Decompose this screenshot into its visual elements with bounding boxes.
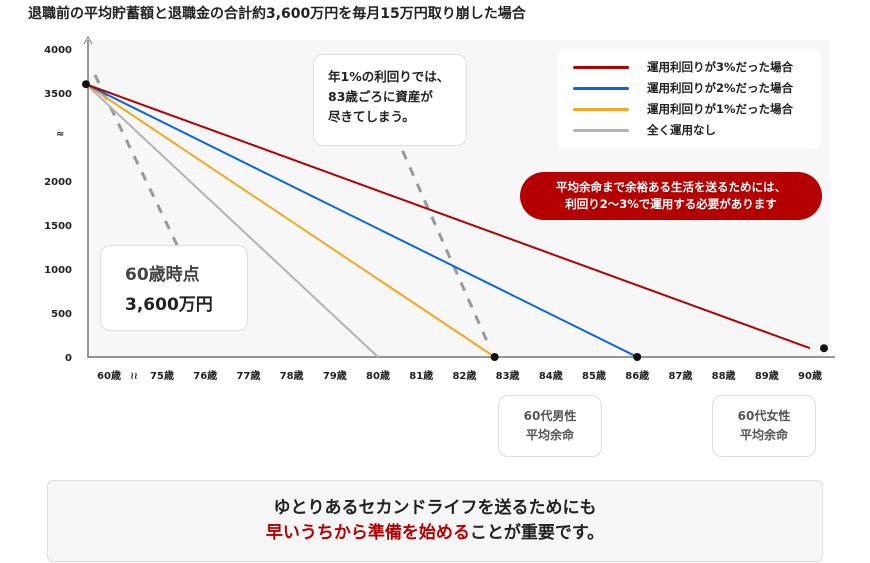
callout-line: 利回り2〜3%で運用する必要があります: [565, 197, 777, 211]
one-percent-callout: 年1%の利回りでは、 83歳ごろに資産が 尽きてしまう。: [313, 54, 467, 146]
x-axis-break: ≀≀: [130, 371, 138, 382]
x-tick-label: 85歳: [582, 369, 606, 382]
x-tick-label: 75歳: [150, 369, 174, 382]
legend-item: 運用利回りが3%だった場合: [573, 59, 793, 75]
legend: 運用利回りが3%だった場合 運用利回りが2%だった場合 運用利回りが1%だった場…: [557, 49, 821, 149]
footer-message: ゆとりあるセカンドライフを送るためにも 早いうちから準備を始めることが重要です。: [47, 480, 823, 562]
x-tick-label: 86歳: [625, 369, 649, 382]
x-tick-label: 84歳: [539, 369, 563, 382]
y-tick-label: 2000: [44, 177, 72, 188]
callout-line: 平均余命まで余裕ある生活を送るためには、: [556, 180, 786, 194]
callout-line: 平均余命: [739, 428, 788, 442]
y-axis-break: ≈: [56, 129, 64, 140]
legend-item: 全く運用なし: [573, 122, 716, 138]
x-tick-label: 78歳: [280, 369, 304, 382]
male-life-expectancy-callout: 60代男性平均余命: [498, 395, 602, 457]
x-tick-label: 89歳: [755, 369, 779, 382]
y-tick-label: 0: [65, 353, 72, 364]
legend-item: 運用利回りが2%だった場合: [573, 80, 793, 96]
callout-line: 年1%の利回りでは、: [328, 69, 450, 84]
start-callout: 60歳時点 3,600万円: [100, 245, 248, 331]
y-tick-label: 1500: [44, 221, 72, 232]
y-tick-label: 4000: [44, 45, 72, 56]
callout-line: 60代男性: [523, 409, 577, 423]
legend-label: 運用利回りが3%だった場合: [647, 60, 794, 74]
series-line: [85, 83, 379, 358]
callout-line: 平均余命: [525, 428, 574, 442]
y-tick-label: 1000: [44, 265, 72, 276]
x-tick-label: 83歳: [496, 369, 520, 382]
x-tick-label: 90歳: [798, 369, 822, 382]
female-life-expectancy-callout: 60代女性平均余命: [712, 395, 816, 457]
callout-line: 60歳時点: [125, 265, 200, 285]
series-line: [85, 83, 496, 358]
y-axis-arrow: [83, 35, 93, 45]
footer-highlight: 早いうちから準備を始める: [265, 523, 470, 543]
dashed-pointer: [386, 117, 492, 349]
y-tick-label: 3500: [44, 89, 72, 100]
y-tick-label: 500: [51, 309, 72, 320]
x-tick-label: 87歳: [668, 369, 692, 382]
footer-line: 早いうちから準備を始めることが重要です。: [48, 521, 822, 546]
series-line: [85, 83, 638, 358]
callout-line: 尽きてしまう。: [328, 109, 415, 124]
series-line: [85, 83, 811, 350]
footer-text: ことが重要です。: [469, 523, 605, 543]
callout-line: 60代女性: [737, 409, 791, 423]
x-tick-label: 60歳: [97, 369, 121, 382]
legend-label: 全く運用なし: [647, 123, 716, 137]
x-tick-label: 80歳: [366, 369, 390, 382]
end-point: [820, 344, 828, 353]
callout-line: 3,600万円: [125, 295, 213, 315]
legend-label: 運用利回りが2%だった場合: [647, 81, 794, 95]
end-point: [490, 353, 499, 361]
legend-item: 運用利回りが1%だった場合: [573, 101, 793, 117]
legend-label: 運用利回りが1%だった場合: [647, 102, 794, 116]
footer-line: ゆとりあるセカンドライフを送るためにも: [273, 498, 597, 518]
chart-title: 退職前の平均貯蓄額と退職金の合計約3,600万円を毎月15万円取り崩した場合: [28, 6, 526, 22]
x-tick-label: 88歳: [712, 369, 736, 382]
dashed-pointer: [93, 74, 179, 246]
x-tick-label: 81歳: [409, 369, 433, 382]
callout-line: 83歳ごろに資産が: [328, 89, 433, 104]
x-tick-label: 77歳: [236, 369, 260, 382]
start-point: [82, 80, 90, 89]
end-point: [633, 353, 642, 361]
recommendation-callout: 平均余命まで余裕ある生活を送るためには、 利回り2〜3%で運用する必要があります: [520, 172, 822, 220]
x-tick-label: 79歳: [323, 369, 347, 382]
x-tick-label: 76歳: [193, 369, 217, 382]
x-tick-label: 82歳: [452, 369, 476, 382]
